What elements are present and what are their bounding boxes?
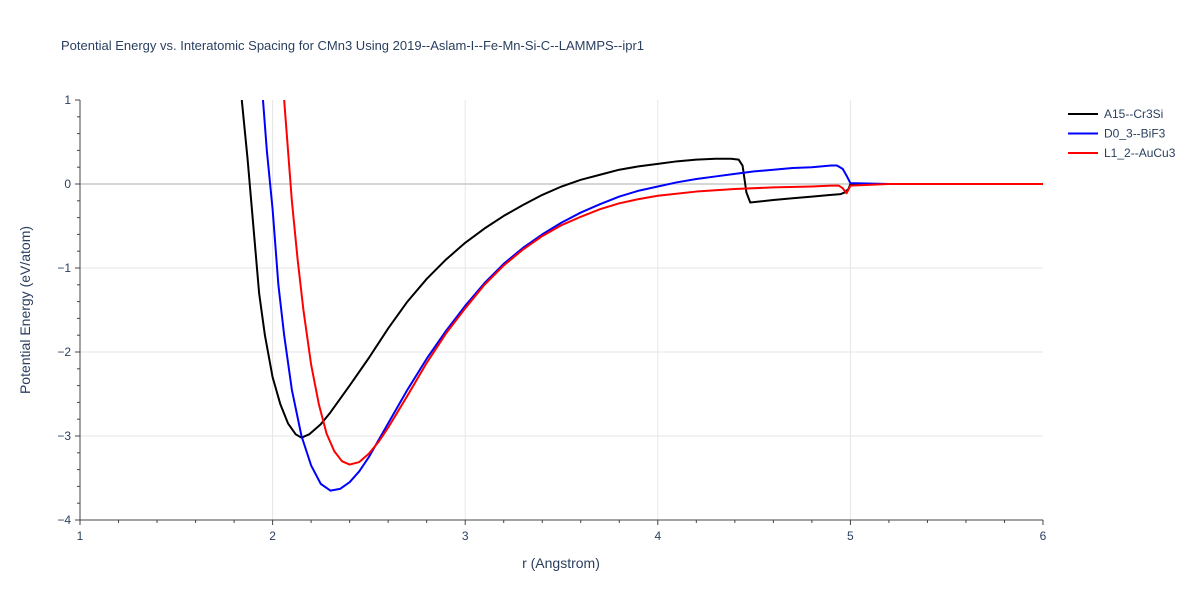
grid <box>80 100 1043 520</box>
axes: 1 2 3 4 5 6 −4 −3 −2 −1 0 1 <box>57 93 1046 543</box>
legend-item-1[interactable]: A15--Cr3Si <box>1068 107 1163 121</box>
x-tick-label: 5 <box>847 529 854 543</box>
x-tick-label: 4 <box>654 529 661 543</box>
x-tick-label: 2 <box>269 529 276 543</box>
series-group <box>240 100 1043 492</box>
x-tick-label: 3 <box>462 529 469 543</box>
y-tick-label: −1 <box>57 261 71 275</box>
x-tick-label: 6 <box>1040 529 1047 543</box>
legend-label: A15--Cr3Si <box>1104 107 1163 121</box>
x-tick-label: 1 <box>77 529 84 543</box>
chart-title: Potential Energy vs. Interatomic Spacing… <box>61 38 644 53</box>
x-axis-title: r (Angstrom) <box>522 555 600 571</box>
y-tick-label: −3 <box>57 429 71 443</box>
y-tick-label: −2 <box>57 345 71 359</box>
y-tick-label: 0 <box>64 177 71 191</box>
legend-item-2[interactable]: D0_3--BiF3 <box>1068 127 1166 141</box>
y-axis-title: Potential Energy (eV/atom) <box>17 226 33 394</box>
legend-label: L1_2--AuCu3 <box>1104 146 1176 160</box>
legend-item-3[interactable]: L1_2--AuCu3 <box>1068 146 1176 160</box>
y-tick-label: 1 <box>64 93 71 107</box>
series-line-3 <box>283 100 1043 466</box>
y-tick-label: −4 <box>57 513 71 527</box>
series-line-1 <box>240 100 1043 439</box>
series-line-2 <box>261 100 1043 492</box>
legend[interactable]: A15--Cr3Si D0_3--BiF3 L1_2--AuCu3 <box>1068 107 1176 160</box>
legend-label: D0_3--BiF3 <box>1104 127 1166 141</box>
